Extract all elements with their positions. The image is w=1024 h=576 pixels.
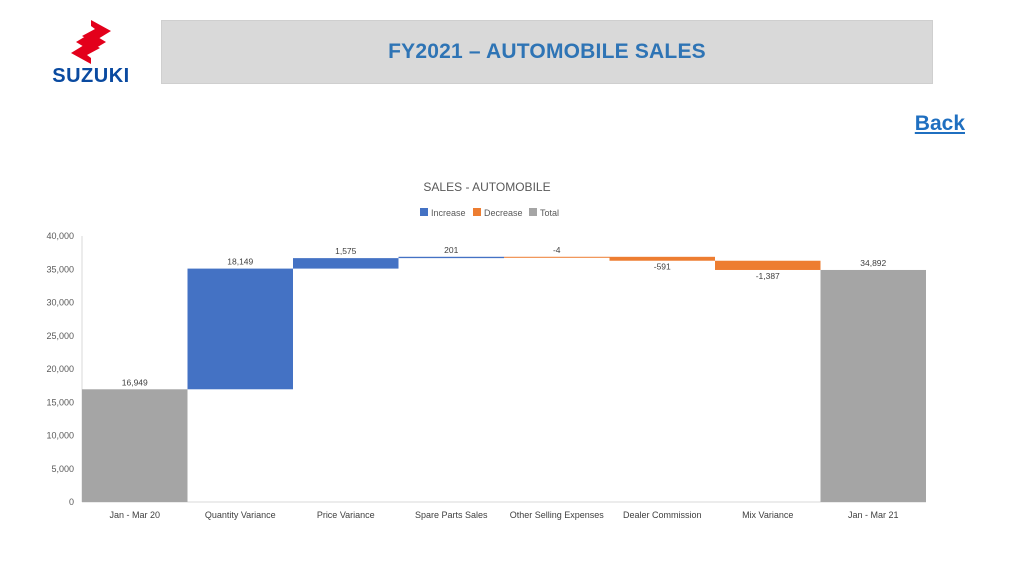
legend-label-decrease: Decrease bbox=[484, 208, 523, 218]
bar-increase bbox=[187, 268, 293, 390]
chart-legend: Increase Decrease Total bbox=[420, 208, 559, 218]
y-tick-label: 15,000 bbox=[46, 397, 74, 407]
bar-increase bbox=[293, 258, 399, 269]
suzuki-s-emblem-icon bbox=[71, 20, 111, 64]
data-labels: 16,949 18,149 1,575 201 -4 -591 -1,387 34,892 bbox=[122, 245, 887, 388]
x-tick-label: Jan - Mar 20 bbox=[109, 510, 160, 520]
x-tick-label: Jan - Mar 21 bbox=[848, 510, 899, 520]
y-tick-label: 5,000 bbox=[51, 464, 74, 474]
x-tick-label: Dealer Commission bbox=[623, 510, 702, 520]
x-axis: Jan - Mar 20 Quantity Variance Price Varia… bbox=[109, 510, 898, 520]
bar-decrease bbox=[504, 256, 610, 258]
data-label: 201 bbox=[444, 245, 458, 255]
bar-total bbox=[82, 389, 188, 502]
x-tick-label: Price Variance bbox=[317, 510, 375, 520]
data-label: -4 bbox=[553, 245, 561, 255]
legend-swatch-decrease bbox=[473, 208, 481, 216]
x-tick-label: Quantity Variance bbox=[205, 510, 276, 520]
suzuki-logo: SUZUKI bbox=[52, 20, 129, 87]
legend-swatch-increase bbox=[420, 208, 428, 216]
legend-label-increase: Increase bbox=[431, 208, 466, 218]
y-tick-label: 20,000 bbox=[46, 364, 74, 374]
page-title: FY2021 – AUTOMOBILE SALES bbox=[388, 40, 706, 63]
data-label: 1,575 bbox=[335, 246, 357, 256]
data-label: -1,387 bbox=[756, 271, 780, 281]
data-label: 18,149 bbox=[227, 257, 253, 267]
y-tick-label: 10,000 bbox=[46, 431, 74, 441]
y-tick-label: 35,000 bbox=[46, 264, 74, 274]
bar-total bbox=[820, 269, 926, 502]
y-tick-label: 0 bbox=[69, 497, 74, 507]
chart-title: SALES - AUTOMOBILE bbox=[423, 180, 550, 194]
suzuki-wordmark: SUZUKI bbox=[52, 65, 129, 87]
x-tick-label: Other Selling Expenses bbox=[510, 510, 605, 520]
legend-swatch-total bbox=[529, 208, 537, 216]
y-tick-label: 25,000 bbox=[46, 331, 74, 341]
x-tick-label: Mix Variance bbox=[742, 510, 793, 520]
data-label: 16,949 bbox=[122, 377, 148, 387]
y-tick-label: 30,000 bbox=[46, 298, 74, 308]
bar-decrease bbox=[609, 256, 715, 261]
bar-increase bbox=[398, 256, 504, 259]
header-bar: FY2021 – AUTOMOBILE SALES bbox=[161, 20, 933, 84]
data-label: -591 bbox=[654, 262, 671, 272]
back-link[interactable]: Back bbox=[914, 112, 965, 135]
bars bbox=[82, 256, 926, 502]
y-tick-label: 40,000 bbox=[46, 231, 74, 241]
legend-label-total: Total bbox=[540, 208, 559, 218]
x-tick-label: Spare Parts Sales bbox=[415, 510, 488, 520]
data-label: 34,892 bbox=[860, 258, 886, 268]
bar-decrease bbox=[715, 260, 821, 270]
